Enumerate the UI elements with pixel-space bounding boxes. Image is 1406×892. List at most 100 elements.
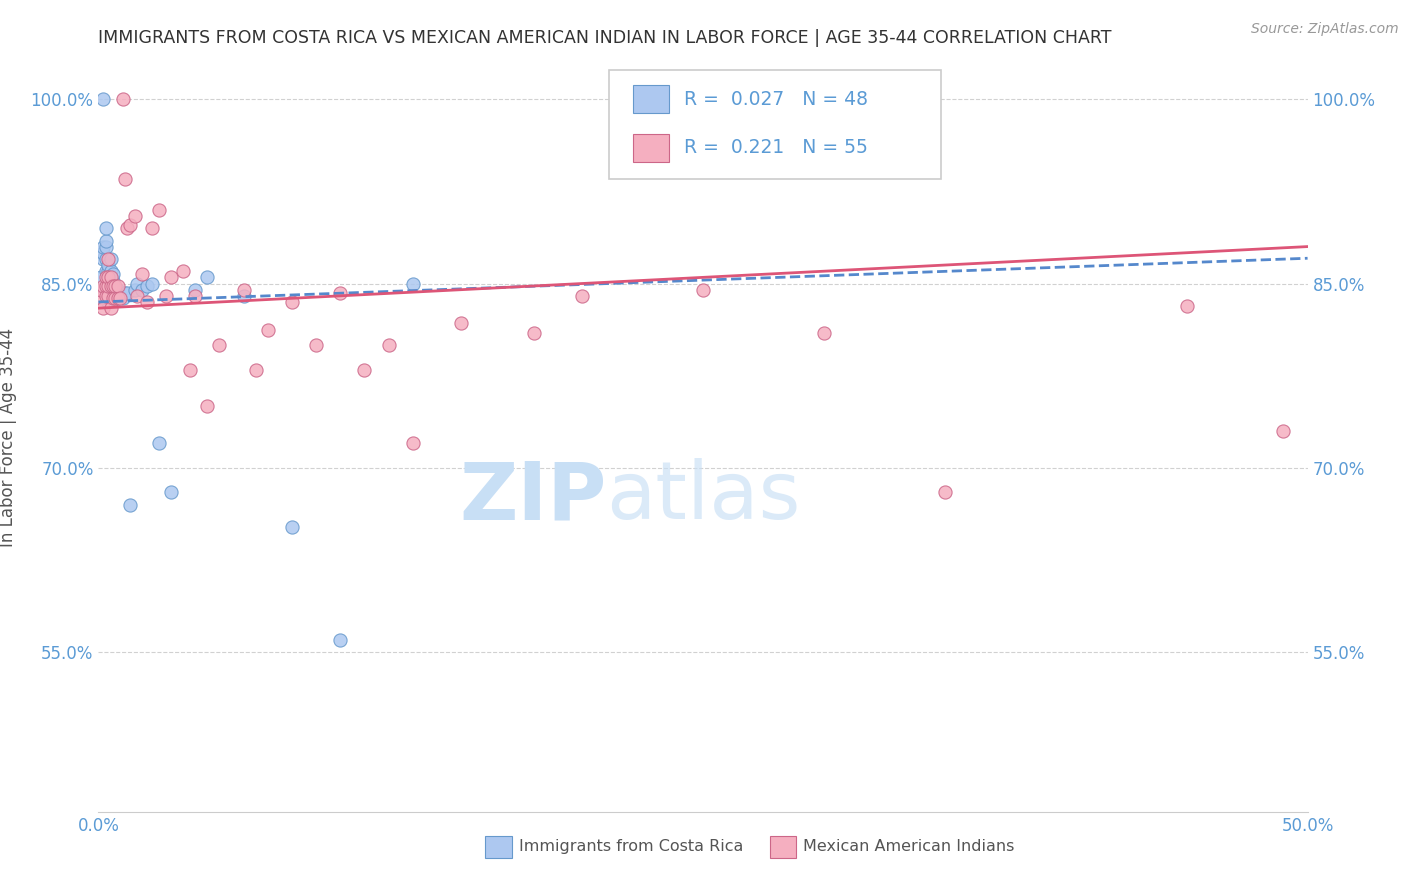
Point xyxy=(117,221,139,235)
Point xyxy=(281,520,304,534)
Point xyxy=(160,485,183,500)
Point xyxy=(91,245,114,260)
Point xyxy=(101,291,124,305)
Text: IMMIGRANTS FROM COSTA RICA VS MEXICAN AMERICAN INDIAN IN LABOR FORCE | AGE 35-44: IMMIGRANTS FROM COSTA RICA VS MEXICAN AM… xyxy=(98,29,1112,47)
Point xyxy=(402,436,425,450)
Point xyxy=(100,252,122,266)
Point xyxy=(107,283,129,297)
Point xyxy=(148,202,170,217)
Point xyxy=(91,279,114,293)
Point xyxy=(101,274,124,288)
Point xyxy=(97,252,120,266)
Point xyxy=(97,270,120,285)
Text: atlas: atlas xyxy=(606,458,800,536)
Point xyxy=(571,289,593,303)
Point xyxy=(131,267,153,281)
FancyBboxPatch shape xyxy=(633,134,669,162)
Point xyxy=(94,264,117,278)
Point xyxy=(232,283,254,297)
Point xyxy=(107,291,129,305)
Point xyxy=(329,286,352,301)
Point xyxy=(90,283,112,297)
Point xyxy=(131,283,153,297)
Text: ZIP: ZIP xyxy=(458,458,606,536)
Point xyxy=(118,498,141,512)
Point xyxy=(184,289,207,303)
Point xyxy=(91,301,114,315)
Point xyxy=(256,323,278,337)
Point xyxy=(104,283,127,297)
Point xyxy=(94,289,117,303)
Point xyxy=(450,316,472,330)
Point xyxy=(107,279,129,293)
Point xyxy=(305,338,328,352)
Text: R =  0.027   N = 48: R = 0.027 N = 48 xyxy=(683,90,868,110)
Point xyxy=(148,436,170,450)
Text: Mexican American Indians: Mexican American Indians xyxy=(803,839,1015,855)
Point xyxy=(402,277,425,291)
Point xyxy=(108,291,131,305)
Point xyxy=(100,270,122,285)
Point xyxy=(523,326,546,340)
Point xyxy=(155,289,177,303)
Point xyxy=(127,277,149,291)
Point xyxy=(245,362,267,376)
Point xyxy=(104,291,127,305)
Point xyxy=(100,279,122,293)
Point xyxy=(90,291,112,305)
Point xyxy=(329,632,352,647)
Text: Immigrants from Costa Rica: Immigrants from Costa Rica xyxy=(519,839,744,855)
Point xyxy=(94,270,117,285)
Point xyxy=(934,485,956,500)
Text: Source: ZipAtlas.com: Source: ZipAtlas.com xyxy=(1251,22,1399,37)
Point xyxy=(100,270,122,285)
Point xyxy=(101,286,124,301)
Point xyxy=(692,283,714,297)
Point xyxy=(94,234,117,248)
Point xyxy=(111,291,134,305)
Point xyxy=(97,277,120,291)
Point xyxy=(97,258,120,272)
Point xyxy=(101,267,124,281)
Point xyxy=(281,295,304,310)
Point xyxy=(101,279,124,293)
Point xyxy=(353,362,375,376)
Point xyxy=(100,279,122,293)
Point xyxy=(101,279,124,293)
Point xyxy=(124,283,146,297)
Point xyxy=(813,326,835,340)
Point xyxy=(141,221,163,235)
Point xyxy=(179,362,201,376)
FancyBboxPatch shape xyxy=(609,70,941,178)
Point xyxy=(114,286,136,301)
Point xyxy=(377,338,399,352)
Point xyxy=(91,252,114,266)
Y-axis label: In Labor Force | Age 35-44: In Labor Force | Age 35-44 xyxy=(0,327,17,547)
Point xyxy=(195,400,218,414)
Point xyxy=(94,252,117,266)
Point xyxy=(108,289,131,303)
Point xyxy=(172,264,194,278)
Point xyxy=(97,283,120,297)
Text: R =  0.221   N = 55: R = 0.221 N = 55 xyxy=(683,137,868,157)
Point xyxy=(97,279,120,293)
Point xyxy=(141,277,163,291)
FancyBboxPatch shape xyxy=(633,85,669,113)
Point xyxy=(91,92,114,106)
Point xyxy=(232,289,254,303)
Point xyxy=(94,240,117,254)
Point xyxy=(94,221,117,235)
Point xyxy=(135,279,157,293)
Point xyxy=(104,279,127,293)
Point xyxy=(118,218,141,232)
Point xyxy=(135,295,157,310)
Point xyxy=(117,286,139,301)
FancyBboxPatch shape xyxy=(485,836,512,858)
Point xyxy=(124,209,146,223)
Point xyxy=(94,279,117,293)
Point xyxy=(97,264,120,278)
Point xyxy=(91,240,114,254)
Point xyxy=(1272,424,1295,438)
Point xyxy=(114,172,136,186)
Point xyxy=(100,301,122,315)
